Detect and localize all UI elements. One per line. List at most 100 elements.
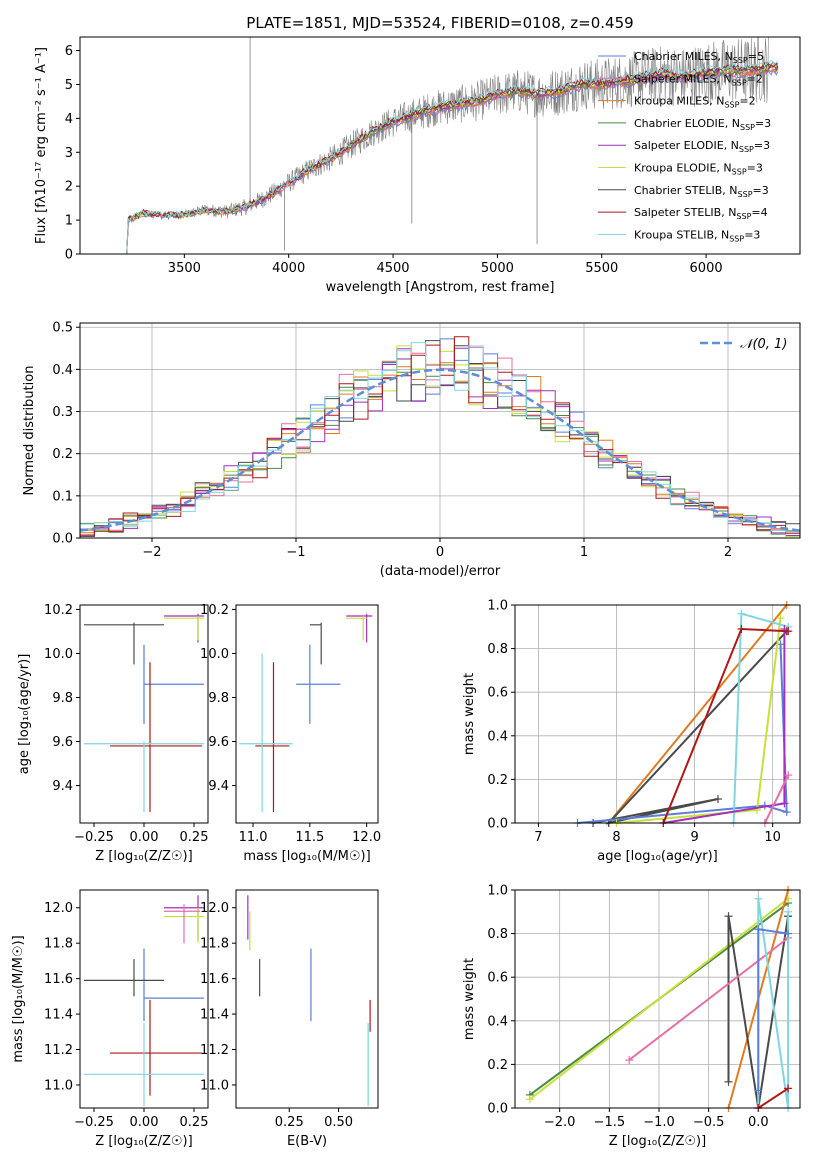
x-axis-label: (data-model)/error (380, 564, 501, 579)
x-tick-label: −0.5 (693, 1115, 725, 1130)
legend-subscript: SSP (732, 168, 747, 177)
x-tick-label: 11.0 (239, 830, 268, 845)
legend-count: =3 (754, 139, 770, 152)
legend-label: Salpeter ELODIE, NSSP=3 (634, 139, 770, 154)
axes-frame (514, 889, 801, 1109)
y-tick-label: 9.6 (52, 735, 73, 750)
x-tick-label: 1 (580, 545, 588, 560)
model-spectrum-line (121, 60, 779, 254)
x-tick-label: 0.25 (275, 1115, 304, 1130)
residuals-plot-area (80, 336, 800, 538)
page-title: PLATE=1851, MJD=53524, FIBERID=0108, z=0… (246, 14, 633, 32)
x-axis-label: E(B-V) (287, 1134, 327, 1149)
axes-frame (79, 604, 209, 824)
y-tick-label: 12.0 (200, 901, 229, 916)
observed-spectrum-line (184, 37, 769, 219)
spectrum-plot-area (121, 37, 779, 254)
y-tick-label: 9.6 (208, 735, 229, 750)
y-tick-label: 6 (65, 44, 73, 59)
legend-subscript: SSP (740, 123, 755, 132)
y-tick-label: 0.8 (487, 642, 508, 657)
mass-weight-series-line (628, 937, 789, 1061)
y-tick-label: 0.4 (487, 729, 508, 744)
legend-subscript: SSP (739, 145, 754, 154)
mass-vs-metallicity-panel: −0.25 0.00 0.25 11.0 11.2 11.4 11.6 11.8 12.0 Z [… (11, 889, 209, 1149)
y-tick-label: 9.4 (52, 779, 73, 794)
x-tick-label: 5000 (481, 261, 514, 276)
x-tick-label: 6000 (690, 261, 723, 276)
axes-frame (514, 604, 801, 824)
y-tick-label: 10.2 (200, 603, 229, 618)
y-tick-label: 0.2 (52, 447, 73, 462)
y-tick-label: 11.0 (44, 1078, 73, 1093)
y-tick-label: 11.8 (44, 937, 73, 952)
y-tick-label: 11.8 (200, 937, 229, 952)
mass-weight-series-line (592, 630, 788, 825)
mass-weight-vs-metallicity-panel: −2.0 −1.5 −1.0 −0.5 0.0 0.0 0.2 0.4 0.6 0.8 1.0 Z [… (462, 884, 801, 1149)
x-tick-label: −1 (286, 545, 305, 560)
x-tick-label: 11.5 (295, 830, 324, 845)
age-vs-mass-panel: 11.0 11.5 12.0 9.4 9.6 9.8 10.0 10.2 mass [log₁₀… (200, 603, 381, 864)
x-tick-label: −2 (142, 545, 161, 560)
y-tick-label: 11.4 (44, 1008, 73, 1023)
model-spectrum-line (121, 61, 779, 254)
model-spectrum-line (121, 64, 779, 254)
y-tick-label: 4 (65, 112, 73, 127)
x-tick-label: 12.0 (352, 830, 381, 845)
legend-subscript: SSP (733, 56, 748, 65)
x-tick-label: 0.50 (324, 1115, 353, 1130)
y-tick-label: 0.0 (487, 1102, 508, 1117)
legend-label: Salpeter MILES, NSSP=2 (634, 72, 763, 87)
x-tick-label: −1.5 (594, 1115, 626, 1130)
mass-weight-series-line (663, 629, 786, 824)
x-axis-label: age [log₁₀(age/yr)] (597, 849, 718, 864)
residual-histogram (80, 342, 800, 538)
x-tick-label: 9 (690, 830, 698, 845)
legend-subscript: SSP (732, 78, 747, 87)
legend-count: =3 (747, 162, 763, 175)
model-spectrum-line (121, 61, 779, 254)
x-tick-label: 4500 (376, 261, 409, 276)
legend-count: =5 (748, 50, 764, 63)
x-tick-label: 0.00 (130, 1115, 159, 1130)
axes-frame (79, 322, 801, 539)
legend-label: Kroupa ELODIE, NSSP=3 (634, 162, 763, 177)
mass-weight-series-line (607, 604, 788, 824)
x-tick-label: 4000 (272, 261, 305, 276)
legend-count: =3 (753, 184, 769, 197)
legend-label: Kroupa STELIB, NSSP=3 (634, 228, 760, 243)
y-tick-label: 11.2 (44, 1043, 73, 1058)
x-axis-label: wavelength [Angstrom, rest frame] (326, 280, 555, 295)
y-tick-label: 1.0 (487, 884, 508, 899)
y-tick-label: 0.5 (52, 321, 73, 336)
legend-subscript: SSP (729, 234, 744, 243)
y-axis-label: mass weight (462, 673, 477, 755)
y-tick-label: 2 (65, 180, 73, 195)
axes-frame (79, 36, 801, 255)
x-tick-label: 10 (764, 830, 781, 845)
y-tick-label: 11.2 (200, 1043, 229, 1058)
legend-label: Kroupa MILES, NSSP=2 (634, 95, 756, 110)
y-tick-label: 0.2 (487, 773, 508, 788)
y-axis-label: age [log₁₀(age/yr)] (17, 654, 32, 775)
x-tick-label: 5500 (585, 261, 618, 276)
y-tick-label: 0 (65, 248, 73, 263)
y-tick-label: 0.8 (487, 927, 508, 942)
y-tick-label: 3 (65, 146, 73, 161)
y-tick-label: 0.0 (487, 817, 508, 832)
y-tick-label: 1 (65, 214, 73, 229)
y-tick-label: 0.3 (52, 405, 73, 420)
y-tick-label: 10.2 (44, 603, 73, 618)
legend-label: Chabrier STELIB, NSSP=3 (634, 184, 769, 199)
x-tick-label: 8 (612, 830, 620, 845)
y-axis-label: mass weight (462, 958, 477, 1040)
y-tick-label: 0.6 (487, 686, 508, 701)
y-tick-label: 0.6 (487, 971, 508, 986)
legend-count: =3 (744, 228, 760, 241)
y-tick-label: 0.1 (52, 489, 73, 504)
y-tick-label: 9.8 (52, 691, 73, 706)
y-axis-label: Flux [fλ10⁻¹⁷ erg cm⁻² s⁻¹ A⁻¹] (34, 47, 49, 244)
y-axis-label: Normed distribution (22, 366, 37, 496)
legend-subscript: SSP (724, 101, 739, 110)
x-axis-label: Z [log₁₀(Z/Z☉)] (609, 1134, 706, 1149)
